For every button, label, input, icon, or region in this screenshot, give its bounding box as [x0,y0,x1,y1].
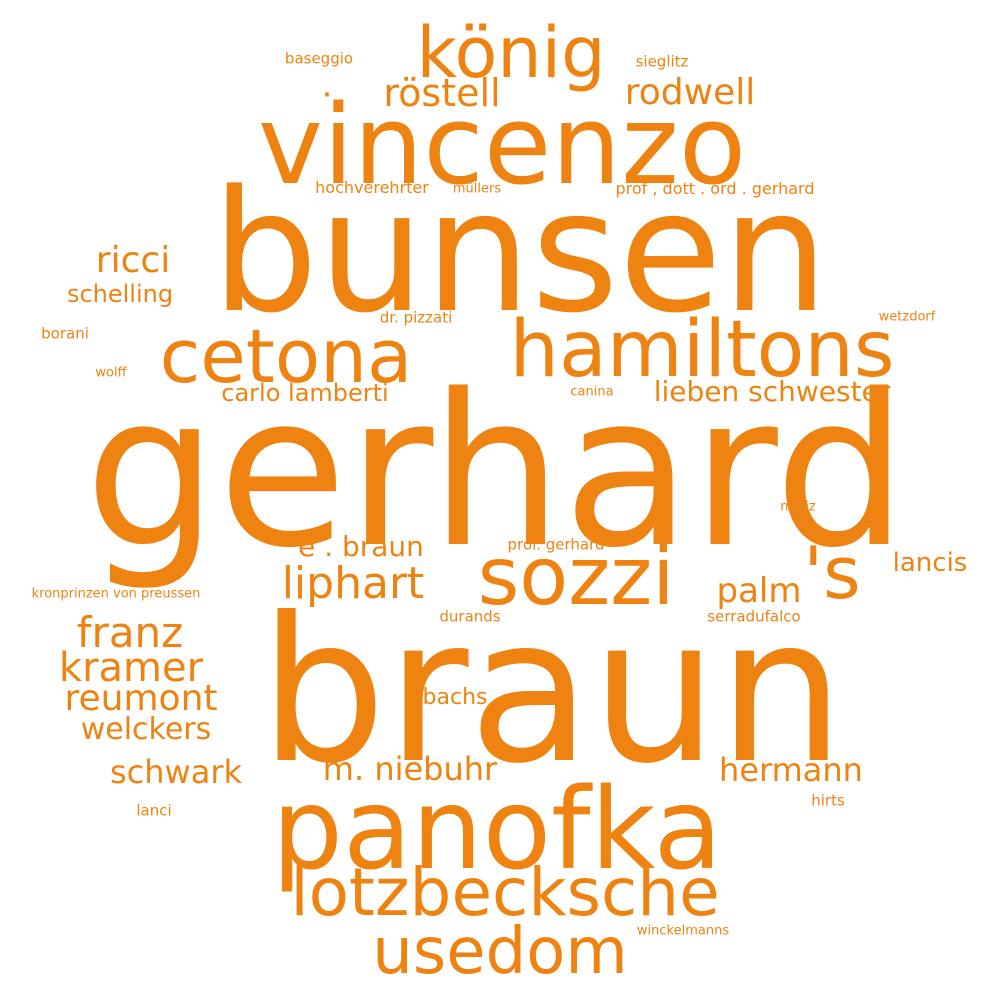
word-winckelmanns: winckelmanns [636,923,730,939]
word-baseggio: baseggio [284,49,354,68]
word-e-braun: e . braun [298,530,424,563]
word-borani: borani [41,324,89,343]
word-reumont: reumont [64,678,218,719]
word-cetona: cetona [159,314,413,400]
word-prof-dott-ord-gerhard: prof , dott . ord . gerhard [615,179,815,198]
word-s: 's [803,531,861,615]
word-hermann: hermann [719,751,863,789]
word-miltiz: miltiz [780,499,816,515]
word-wetzdorf: wetzdorf [878,309,936,325]
word-franz: franz [76,608,184,657]
word-lieben-schwester: lieben schwester [653,375,891,408]
word-lotzbecksche: lotzbecksche [290,854,720,931]
word-schelling: schelling [66,280,174,308]
word-dot: · [321,75,333,115]
word-konig: könig [416,12,606,94]
word-lanci: lanci [136,801,172,820]
word-bunsen: bunsen [211,154,829,350]
word-kronprinzen-von-preussen: kronprinzen von preussen [31,586,201,602]
word-welckers: welckers [80,712,212,747]
word-bachs: bachs [422,685,488,710]
word-sieglitz: sieglitz [635,52,689,71]
word-vincenzo: vincenzo [257,81,747,209]
word-palm: palm [716,571,802,611]
word-hirts: hirts [811,791,845,810]
word-kramer: kramer [58,645,204,691]
word-sozzi: sozzi [477,530,675,623]
word-gerhard: gerhard [84,349,908,594]
word-ricci: ricci [95,240,171,281]
word-lancis: lancis [892,548,968,578]
word-usedom: usedom [372,915,628,989]
word-prof-gerhard: prof. gerhard [507,535,605,554]
word-carlo-lamberti: carlo lamberti [221,379,389,407]
word-braun: braun [259,575,845,808]
word-hamiltons: hamiltons [509,305,895,395]
word-dr-pizzati: dr. pizzati [379,308,453,327]
word-m-niebuhr: m. niebuhr [322,750,498,788]
word-hochverehrter: hochverehrter [315,178,429,197]
word-schwark: schwark [109,753,243,791]
word-rodwell: rodwell [624,72,756,113]
word-liphart: liphart [281,558,425,609]
word-panofka: panofka [271,765,723,895]
word-durands: durands [439,607,501,626]
word-serradufalco: serradufalco [707,607,801,626]
word-rostell: röstell [383,71,501,115]
word-canina: canina [570,384,614,400]
word-mullers: müllers [452,181,502,197]
word-wolff: wolff [95,365,127,381]
